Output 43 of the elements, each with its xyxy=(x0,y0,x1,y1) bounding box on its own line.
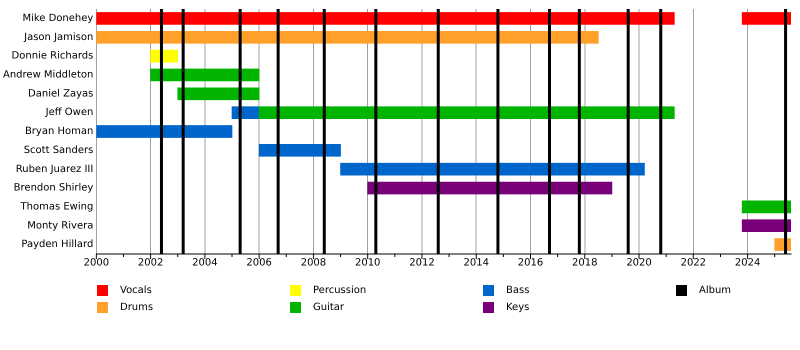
x-tick-label: 2024 xyxy=(734,258,760,269)
y-tick-label: Ruben Juarez III xyxy=(16,164,94,175)
bar xyxy=(258,106,675,119)
legend-label: Keys xyxy=(506,302,530,313)
x-tick-label: 2006 xyxy=(246,258,272,269)
bar xyxy=(96,125,232,138)
x-tick-label: 2002 xyxy=(138,258,164,269)
legend-label: Drums xyxy=(120,302,154,313)
x-tick-label: 2020 xyxy=(626,258,652,269)
bar xyxy=(742,12,791,25)
bar xyxy=(340,162,645,176)
x-tick-label: 2008 xyxy=(300,258,326,269)
x-tick-label: 2004 xyxy=(192,258,218,269)
legend-label: Percussion xyxy=(313,285,366,296)
y-tick-label: Thomas Ewing xyxy=(20,201,94,212)
bar xyxy=(96,12,675,25)
y-tick-label: Jason Jamison xyxy=(23,32,94,43)
bar xyxy=(258,144,341,157)
legend-label: Album xyxy=(699,285,732,296)
legend-label: Guitar xyxy=(313,302,344,313)
y-tick-label: Mike Donehey xyxy=(22,13,94,24)
x-tick-label: 2000 xyxy=(84,258,110,269)
y-tick-label: Daniel Zayas xyxy=(28,88,94,100)
bar xyxy=(96,30,599,44)
x-tick-label: 2016 xyxy=(518,258,544,269)
x-tick-label: 2022 xyxy=(680,258,706,269)
bar xyxy=(742,219,791,232)
y-tick-label: Brendon Shirley xyxy=(14,182,94,194)
bar xyxy=(742,200,791,214)
y-tick-label: Scott Sanders xyxy=(24,144,94,156)
x-tick-label: 2010 xyxy=(354,258,380,269)
x-tick-label: 2012 xyxy=(409,258,435,269)
x-tick-label: 2014 xyxy=(464,258,489,269)
y-tick-label: Monty Rivera xyxy=(27,220,94,232)
bar xyxy=(177,87,260,100)
legend-label: Bass xyxy=(506,285,530,296)
x-tick-label: 2018 xyxy=(572,258,598,269)
y-tick-label: Donnie Richards xyxy=(12,50,94,62)
y-tick-label: Payden Hillard xyxy=(21,239,94,250)
legend-label: Vocals xyxy=(120,285,152,296)
y-tick-label: Bryan Homan xyxy=(24,126,94,138)
y-tick-label: Jeff Owen xyxy=(44,107,94,118)
y-tick-label: Andrew Middleton xyxy=(2,70,94,81)
